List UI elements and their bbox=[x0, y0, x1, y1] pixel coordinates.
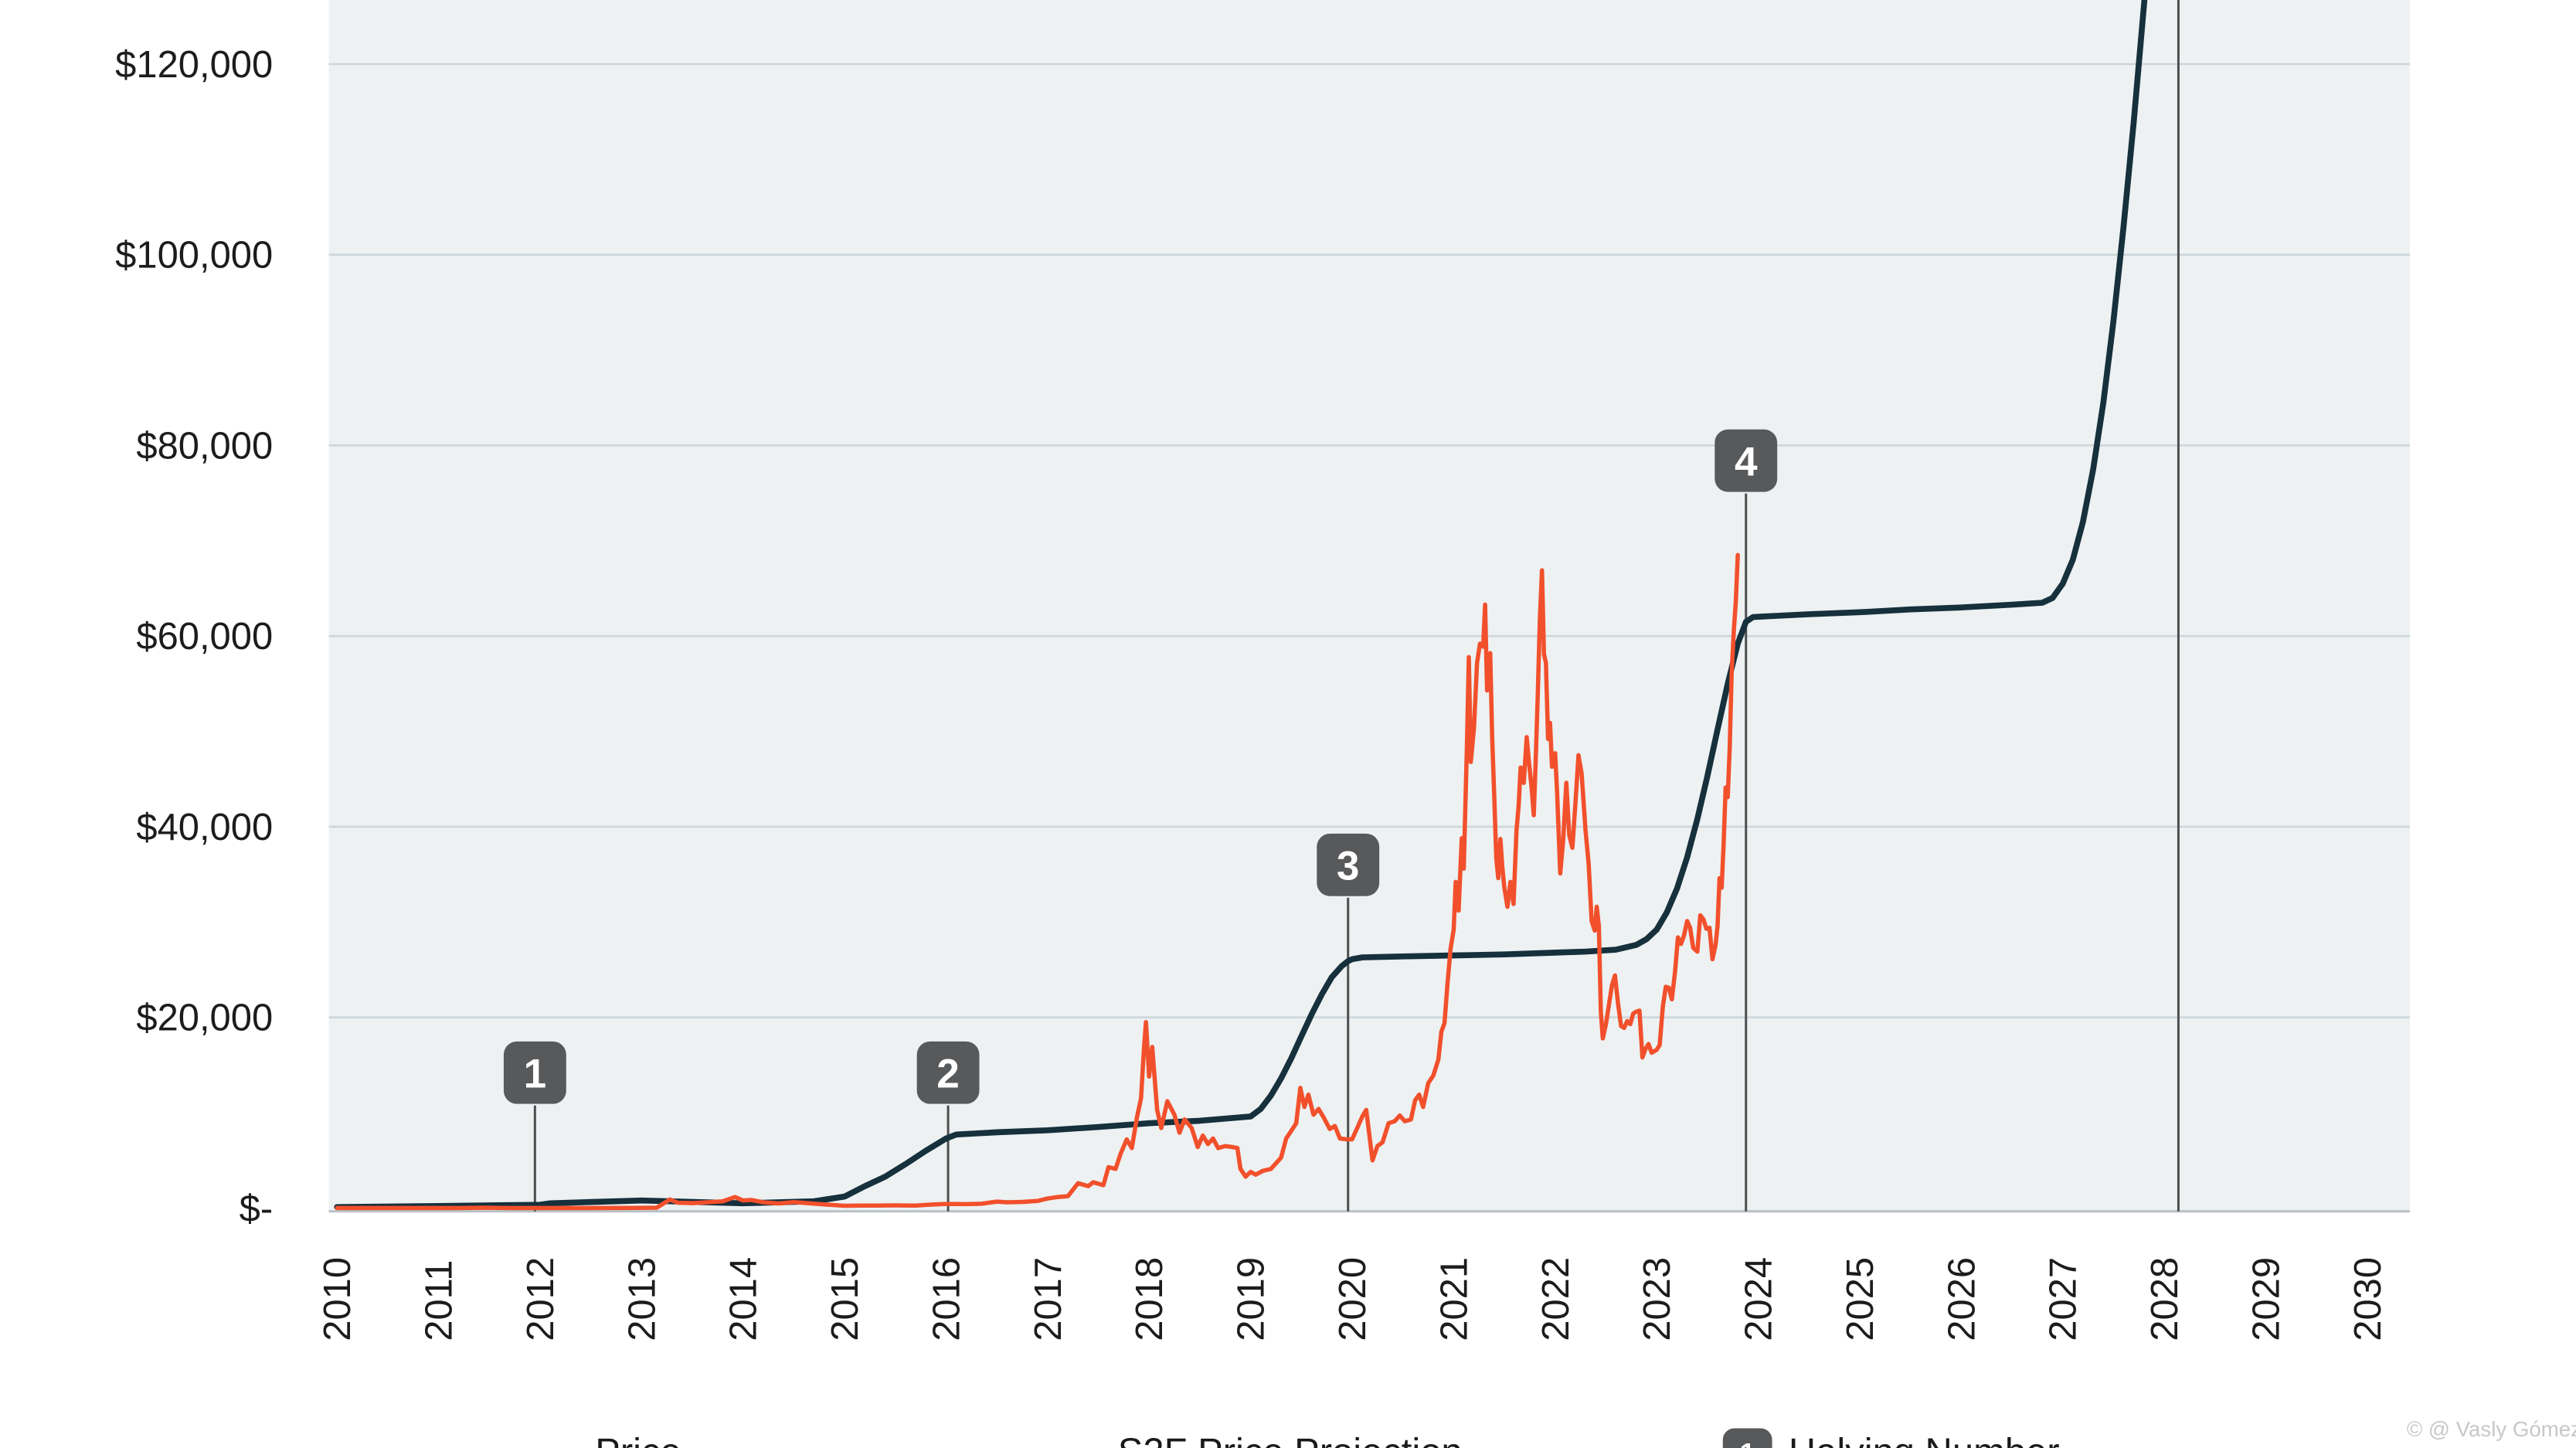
x-axis-labels: 2010 2011 2012 2013 2014 2015 2016 2017 2018 2019… bbox=[317, 1257, 2389, 1341]
x-axis-tick-label: 2028 bbox=[2144, 1257, 2186, 1341]
gridlines bbox=[328, 63, 2411, 1213]
halving-badge-number: 3 bbox=[1337, 843, 1360, 889]
halving-badge bbox=[1715, 429, 1778, 492]
x-axis-tick-label: 2018 bbox=[1129, 1257, 1171, 1341]
legend-price-label: Price bbox=[595, 1431, 681, 1448]
halving-badge-number: 2 bbox=[936, 1051, 960, 1096]
x-axis-tick-label: 2022 bbox=[1535, 1257, 1577, 1341]
legend-halving-badge bbox=[1722, 1428, 1772, 1448]
halving-badge bbox=[916, 1041, 980, 1104]
x-axis-tick-label: 2027 bbox=[2043, 1257, 2085, 1341]
plot-background bbox=[328, 0, 2411, 1212]
halving-badges: 1 2 3 4 bbox=[503, 429, 1778, 1104]
x-axis-tick-label: 2010 bbox=[317, 1257, 359, 1341]
x-axis-tick-label: 2017 bbox=[1028, 1257, 1069, 1341]
x-axis-tick-label: 2020 bbox=[1332, 1257, 1374, 1341]
x-axis-tick-label: 2019 bbox=[1231, 1257, 1273, 1341]
series-lines bbox=[334, 0, 2148, 1211]
x-axis-tick-label: 2014 bbox=[723, 1257, 765, 1341]
halving-badge-number: 4 bbox=[1735, 439, 1758, 484]
halving-badge-number: 1 bbox=[524, 1051, 547, 1096]
x-axis-tick-label: 2026 bbox=[1941, 1257, 1983, 1341]
y-axis-tick-label: $80,000 bbox=[136, 425, 273, 467]
x-axis-tick-label: 2016 bbox=[926, 1257, 967, 1341]
x-axis-tick-label: 2011 bbox=[419, 1260, 460, 1341]
x-axis-tick-label: 2021 bbox=[1433, 1257, 1475, 1341]
x-axis-tick-label: 2025 bbox=[1840, 1257, 1881, 1341]
series-price bbox=[335, 552, 1740, 1211]
x-axis-tick-label: 2012 bbox=[520, 1257, 562, 1341]
x-axis-tick-label: 2024 bbox=[1738, 1257, 1780, 1341]
x-axis-tick-label: 2015 bbox=[824, 1257, 866, 1341]
y-axis-tick-label: $60,000 bbox=[136, 616, 273, 658]
y-axis-tick-label: $120,000 bbox=[115, 44, 273, 86]
series-s2f bbox=[334, 0, 2148, 1210]
y-axis-tick-label: $100,000 bbox=[115, 235, 273, 277]
legend-halving-badge-number: 1 bbox=[1740, 1437, 1755, 1448]
legend: Price S2F Price Projection 1 Halving Num… bbox=[595, 1428, 2060, 1448]
halving-lines bbox=[533, 0, 2180, 1212]
y-axis-tick-label: $20,000 bbox=[136, 998, 273, 1039]
legend-s2f-label: S2F Price Projection bbox=[1118, 1431, 1463, 1448]
y-axis-labels: $- $20,000 $40,000 $60,000 $80,000 $100,000 $1… bbox=[115, 44, 273, 1229]
y-axis-tick-label: $- bbox=[240, 1188, 274, 1229]
x-axis-tick-label: 2023 bbox=[1636, 1257, 1678, 1341]
x-axis-tick-label: 2013 bbox=[621, 1257, 663, 1341]
x-axis-tick-label: 2030 bbox=[2347, 1257, 2389, 1341]
x-axis-tick-label: 2029 bbox=[2245, 1257, 2287, 1341]
halving-badge bbox=[1317, 833, 1380, 896]
legend-halving-label: Halving Number bbox=[1789, 1431, 2060, 1448]
y-axis-tick-label: $40,000 bbox=[136, 807, 273, 848]
halving-badge bbox=[503, 1041, 566, 1104]
watermark-credit: © @ Vasly Gómez bbox=[2407, 1417, 2576, 1441]
